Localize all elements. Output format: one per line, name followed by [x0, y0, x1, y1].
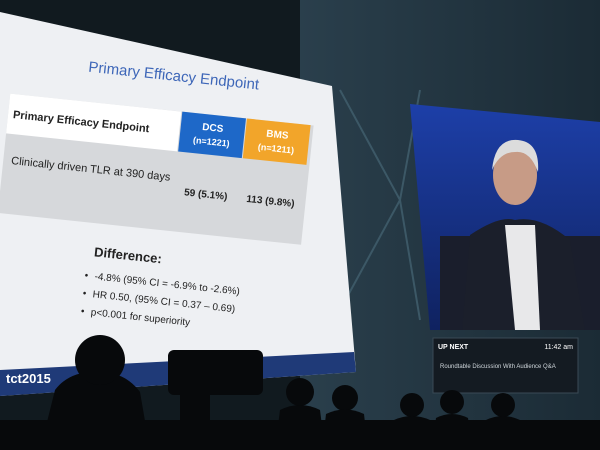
bullet-dot: •: [84, 270, 89, 281]
bullet-dot: •: [80, 306, 85, 317]
speaker-head: [493, 145, 537, 205]
up-next-time: 11:42 am: [544, 344, 573, 351]
table-header-cell: [6, 93, 182, 152]
bms-header-cell: [242, 118, 311, 165]
dcs-header-cell: [178, 111, 246, 159]
up-next-session: Roundtable Discussion With Audience Q&A: [440, 364, 556, 370]
column-name: BMS: [266, 129, 290, 142]
column-n: (n=1221): [193, 135, 231, 149]
audience: [0, 335, 600, 450]
column-name: DCS: [202, 122, 224, 135]
difference-heading: Difference:: [93, 244, 162, 266]
logo: tct2015: [6, 371, 51, 386]
up-next-panel: [432, 337, 579, 394]
up-next-label: UP NEXT: [438, 344, 469, 351]
cell: 59 (5.1%): [184, 187, 228, 202]
bullet-dot: •: [82, 288, 87, 299]
speaker-shirt: [505, 225, 540, 330]
cell: 113 (9.8%): [246, 194, 295, 210]
speaker-hair: [492, 139, 539, 172]
column-n: (n=1211): [257, 142, 294, 156]
